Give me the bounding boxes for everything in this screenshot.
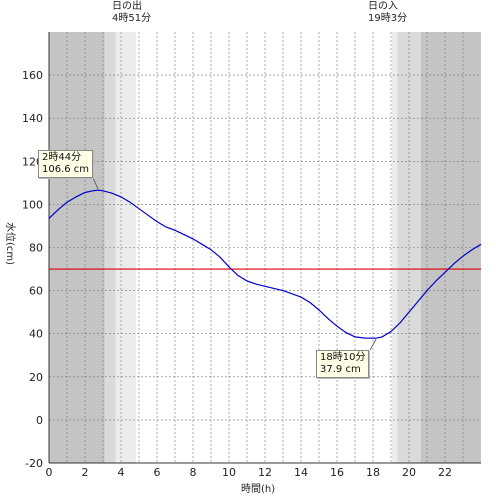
sunset-time: 19時3分 <box>368 13 408 24</box>
y-tick-label: 80 <box>29 242 43 255</box>
tick-labels: 0 2 4 6 8 10 12 14 16 18 20 22-20020406080100120140… <box>22 69 452 479</box>
y-tick-label: 0 <box>36 414 43 427</box>
high-tide-callout: 2時44分 106.6 cm <box>38 150 94 178</box>
tide-level-line <box>48 189 482 339</box>
x-tick-label: 16 <box>330 466 344 479</box>
y-tick-label: -20 <box>25 457 43 470</box>
x-tick-label: 18 <box>366 466 380 479</box>
y-tick-label: 60 <box>29 285 43 298</box>
x-tick-label: 22 <box>438 466 452 479</box>
x-tick-label: 12 <box>258 466 272 479</box>
y-tick-label: 160 <box>22 69 43 82</box>
x-tick-label: 14 <box>294 466 308 479</box>
low-tide-callout: 18時10分 37.9 cm <box>316 350 370 378</box>
x-tick-label: 10 <box>222 466 236 479</box>
x-tick-label: 6 <box>154 466 161 479</box>
chart-grid <box>49 32 481 463</box>
y-tick-label: 120 <box>22 155 43 168</box>
y-tick-label: 20 <box>29 371 43 384</box>
sunset-label: 日の入 <box>368 1 398 12</box>
low-tide-pointer <box>369 338 377 351</box>
high-tide-pointer <box>92 177 99 190</box>
y-axis-label: 水位(cm) <box>4 222 15 266</box>
high-tide-level: 106.6 cm <box>42 164 90 175</box>
callout-pointers <box>92 177 377 351</box>
x-tick-label: 20 <box>402 466 416 479</box>
high-tide-time: 2時44分 <box>42 152 82 163</box>
low-tide-time: 18時10分 <box>320 352 366 363</box>
y-tick-label: 40 <box>29 328 43 341</box>
sunrise-time: 4時51分 <box>112 13 152 24</box>
y-tick-label: 100 <box>22 198 43 211</box>
y-tick-label: 140 <box>22 112 43 125</box>
chart-axes <box>48 32 481 464</box>
x-tick-label: 8 <box>190 466 197 479</box>
x-tick-label: 0 <box>46 466 53 479</box>
sunrise-label: 日の出 <box>112 1 142 12</box>
x-tick-label: 2 <box>82 466 89 479</box>
low-tide-level: 37.9 cm <box>320 364 361 375</box>
x-axis-label: 時間(h) <box>241 484 276 495</box>
tide-series <box>48 189 482 339</box>
x-tick-label: 4 <box>118 466 125 479</box>
